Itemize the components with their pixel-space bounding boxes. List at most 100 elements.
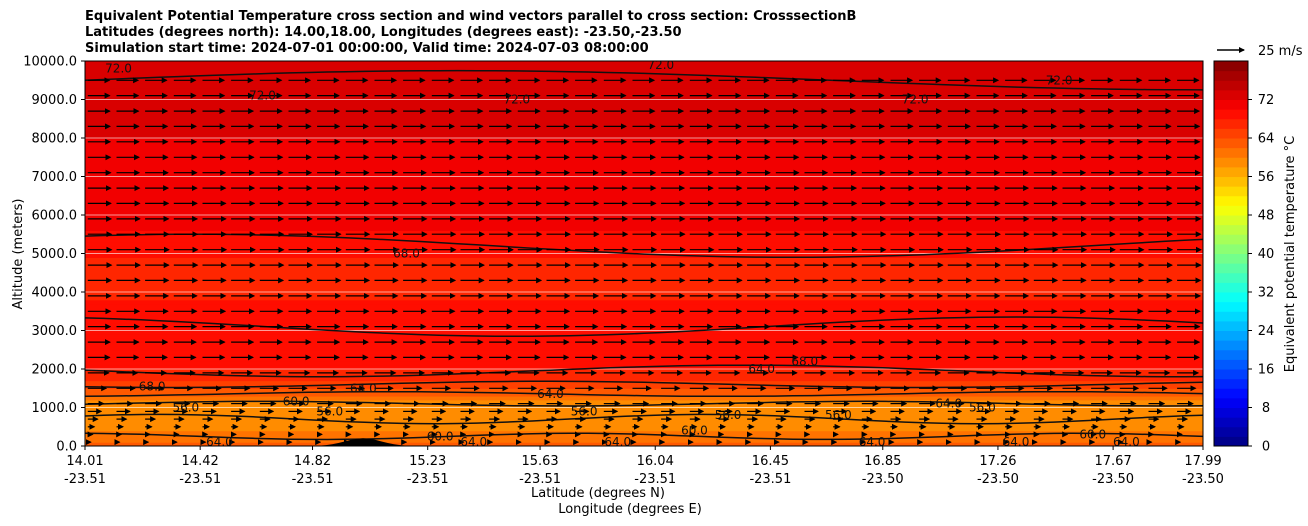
y-tick-label: 3000.0 (32, 324, 78, 339)
contour-label: 60.0 (427, 429, 454, 443)
colorbar-segment (1214, 292, 1248, 303)
contour-label: 64.0 (859, 435, 886, 449)
contour-label: 64.0 (537, 387, 564, 401)
y-tick-label: 4000.0 (32, 286, 78, 301)
colorbar-segment (1214, 340, 1248, 351)
x-tick-label-lon: -23.50 (1092, 472, 1134, 487)
terrain-hill (301, 438, 425, 446)
contour-line (85, 380, 1203, 389)
field-band (85, 188, 1203, 193)
contour-line (85, 413, 1203, 425)
contour-label: 72.0 (105, 62, 132, 76)
x-tick-label-lon: -23.51 (749, 472, 791, 487)
colorbar-segment (1214, 157, 1248, 168)
colorbar-segment (1214, 417, 1248, 428)
x-tick-label-lon: -23.51 (407, 472, 449, 487)
colorbar-segment (1214, 186, 1248, 197)
x-tick-label-lat: 15.23 (409, 454, 446, 469)
colorbar-tick-label: 24 (1258, 324, 1275, 339)
colorbar-segment (1214, 253, 1248, 264)
field-band (85, 311, 1203, 316)
colorbar-segment (1214, 224, 1248, 235)
field-band (85, 361, 1203, 366)
colorbar-segment (1214, 426, 1248, 437)
y-tick-label: 1000.0 (32, 401, 78, 416)
field-band (85, 234, 1203, 239)
contour-label: 60.0 (283, 395, 310, 409)
x-tick-label-lat: 14.01 (66, 454, 103, 469)
colorbar-segment (1214, 176, 1248, 187)
colorbar-label: Equivalent potential temperature °C (1283, 136, 1298, 372)
colorbar-segment (1214, 89, 1248, 101)
field-band (85, 61, 1203, 66)
contour-label: 64.0 (1113, 435, 1140, 449)
contour-label: 68.0 (139, 379, 166, 393)
field-band (85, 107, 1203, 112)
colorbar-segment (1214, 138, 1248, 149)
x-tick-label-lat: 17.26 (979, 454, 1016, 469)
colorbar-segment (1214, 436, 1248, 447)
contour-label: 64.0 (748, 362, 775, 376)
quiver-key: 25 m/s (1217, 44, 1303, 59)
field-band (85, 164, 1203, 170)
field-band (85, 349, 1203, 355)
chart-title-line-3: Simulation start time: 2024-07-01 00:00:… (85, 41, 649, 56)
quiver-key-label: 25 m/s (1258, 44, 1303, 59)
y-tick-label: 10000.0 (23, 55, 77, 70)
field-band (85, 207, 1203, 212)
field-band (85, 299, 1203, 305)
field-band (85, 276, 1203, 282)
field-band (85, 111, 1203, 116)
field-band (85, 438, 1203, 443)
field-band (85, 422, 1203, 428)
y-tick-label: 0.0 (56, 440, 77, 455)
colorbar-tick-label: 48 (1258, 209, 1275, 224)
field-band (85, 426, 1203, 432)
field-band (85, 288, 1203, 293)
colorbar-tick-label: 16 (1258, 363, 1275, 378)
field-band (85, 145, 1203, 151)
axes: 14.01 -23.51 14.42 -23.51 14.82 -23.51 15.23 -2… (23, 55, 1224, 488)
field-band (85, 134, 1203, 139)
field-band (85, 168, 1203, 174)
contour-line (85, 69, 1203, 91)
colorbar-tick-label: 32 (1258, 286, 1275, 301)
colorbar-segment (1214, 388, 1248, 399)
colorbar-segment (1214, 118, 1248, 129)
contour-label: 72.0 (647, 58, 674, 72)
colorbar-segment (1214, 109, 1248, 120)
field-band (85, 138, 1203, 143)
field-band (85, 130, 1203, 135)
colorbar-segment (1214, 320, 1248, 332)
field-band (85, 318, 1203, 324)
colorbar-tick-label: 72 (1258, 93, 1275, 108)
colorbar-segment (1214, 407, 1248, 418)
field-band (85, 184, 1203, 189)
field-band (85, 265, 1203, 270)
field-band (85, 172, 1203, 178)
colorbar-segment (1214, 205, 1248, 216)
colorbar-segment (1214, 195, 1248, 206)
y-tick-label: 7000.0 (32, 170, 78, 185)
colorbar-tick-label: 8 (1262, 401, 1270, 416)
x-tick-label-lat: 16.85 (864, 454, 901, 469)
colorbar-segment (1214, 70, 1248, 81)
field-band (85, 87, 1203, 93)
field-band (85, 280, 1203, 285)
field-band (85, 141, 1203, 147)
x-tick-label-lon: -23.51 (64, 472, 106, 487)
field-band (85, 161, 1203, 166)
colorbar-segment (1214, 243, 1248, 255)
x-tick-label-lon: -23.51 (292, 472, 334, 487)
field-band (85, 442, 1203, 446)
contour-label: 56.0 (571, 404, 598, 418)
contour-label: 60.0 (1079, 427, 1106, 441)
field-band (85, 303, 1203, 308)
field-band (85, 326, 1203, 332)
field-band (85, 191, 1203, 197)
x-tick-label-lon: -23.50 (1182, 472, 1224, 487)
contour-label: 64.0 (460, 435, 487, 449)
contour-label: 56.0 (172, 401, 199, 415)
field-band (85, 384, 1203, 389)
field-band (85, 218, 1203, 224)
